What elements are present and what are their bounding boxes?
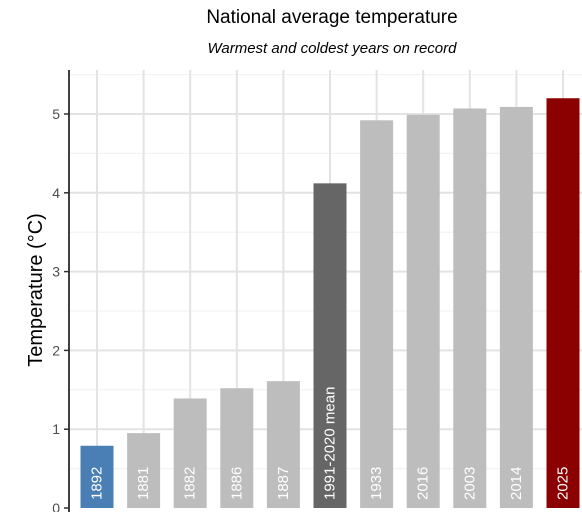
bar-label: 2014 [508,467,525,500]
bar [80,445,114,508]
bar [406,114,440,509]
bar [173,398,207,508]
bar-label: 1933 [368,467,385,500]
chart-title: National average temperature [206,7,458,28]
bar-label: 1881 [135,467,152,500]
bar [266,381,300,508]
y-tick-label: 0 [52,500,60,512]
bar-label: 1892 [89,467,106,500]
bar [499,106,533,509]
labels-layer: 1892 1881 1882 1886 1887 1991-2020 mean 1933 20… [89,387,572,500]
bar-label: 2016 [415,467,432,500]
y-tick-label: 4 [52,185,60,201]
axis-layer: 0 1 2 3 4 5 [52,70,70,512]
bar [546,98,580,509]
bar-label: 2025 [555,467,572,500]
bar-label: 1886 [228,467,245,500]
bar [313,183,347,508]
bar-label: 1887 [275,467,292,500]
y-tick-label: 1 [52,421,60,437]
chart-subtitle: Warmest and coldest years on record [207,40,457,57]
y-tick-label: 2 [52,342,60,358]
bar [360,120,394,508]
y-tick-label: 5 [52,106,60,122]
y-axis-title: Temperature (°C) [25,213,47,367]
bar-label: 1882 [182,467,199,500]
bars-layer [80,98,580,509]
bar [453,108,487,508]
bar [220,388,254,508]
bar [127,433,161,508]
y-tick-label: 3 [52,264,60,280]
bar-label: 1991-2020 mean [322,387,339,500]
bar-label: 2003 [461,467,478,500]
